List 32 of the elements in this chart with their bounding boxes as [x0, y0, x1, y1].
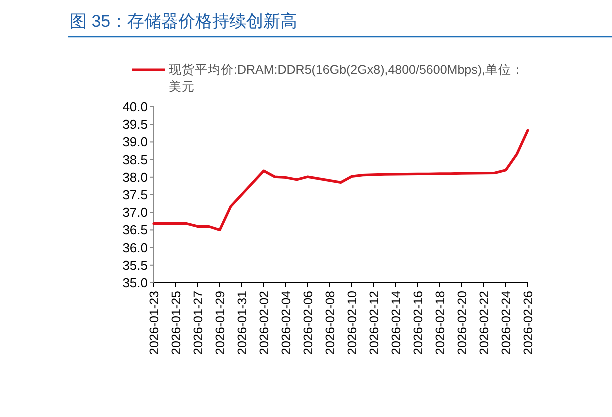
- y-tick-label: 37.0: [122, 205, 148, 220]
- y-tick-label: 36.0: [122, 240, 148, 256]
- x-tick-label: 2026-01-25: [170, 290, 184, 355]
- title: 图 35：存储器价格持续创新高: [70, 12, 298, 31]
- x-tick-label: 2026-02-10: [346, 290, 360, 355]
- x-tick-label: 2026-01-27: [192, 290, 206, 355]
- y-tick-label: 40.0: [122, 100, 148, 114]
- line-series: [152, 129, 530, 232]
- x-tick-label: 2026-02-16: [412, 290, 426, 355]
- x-tick-label: 2026-02-12: [368, 290, 382, 355]
- x-tick-label: 2026-01-23: [148, 290, 162, 355]
- x-tick-label: 2026-02-04: [280, 290, 294, 355]
- y-tick-label: 38.5: [122, 152, 148, 168]
- y-tick-label: 38.0: [122, 170, 148, 185]
- x-tick-label: 2026-02-22: [478, 290, 492, 355]
- x-tick-label: 2026-02-26: [522, 290, 536, 355]
- x-tick-label: 2026-02-02: [258, 290, 272, 355]
- y-tick-label: 35.5: [122, 258, 148, 273]
- x-tick-label: 2026-02-20: [456, 290, 470, 355]
- x-tick-label: 2026-02-14: [390, 290, 404, 355]
- x-tick-label: 2026-01-31: [236, 290, 250, 355]
- x-tick-label: 2026-01-29: [214, 290, 228, 355]
- y-tick-label: 36.5: [122, 222, 148, 238]
- y-tick-label: 35.0: [122, 276, 148, 290]
- x-tick-label: 2026-02-24: [500, 290, 514, 355]
- y-tick-label: 37.5: [122, 188, 148, 202]
- y-tick-label: 39.0: [122, 134, 148, 150]
- x-tick-label: 2026-02-18: [434, 290, 448, 355]
- x-tick-label: 2026-02-08: [324, 290, 338, 355]
- x-tick-label: 2026-02-06: [302, 290, 316, 355]
- legend-label: 现货平均价:DRAM:DDR5(16Gb(2Gx8),4800/5600Mbps),单位：美元: [169, 63, 524, 94]
- y-tick-label: 39.5: [122, 117, 148, 132]
